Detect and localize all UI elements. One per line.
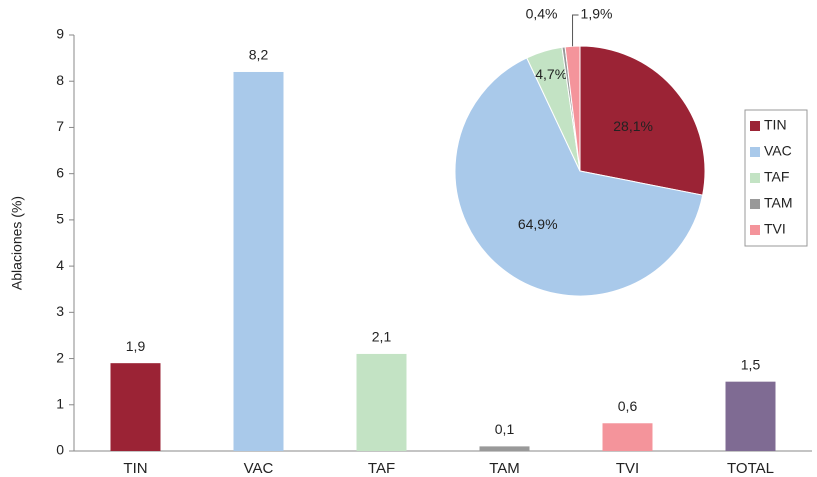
legend-label: VAC [764,143,792,159]
y-tick-label: 1 [56,395,64,411]
value-label: 2,1 [372,329,392,345]
bar [479,446,530,451]
pie-label: 4,7% [535,66,567,82]
legend-swatch [750,121,760,131]
x-tick-label: TAM [489,460,520,477]
pie-label: 1,9% [581,6,613,22]
pie-slice [579,45,706,196]
pie-label: 0,4% [526,6,558,22]
y-tick-label: 2 [56,349,64,365]
legend-label: TAM [764,195,793,211]
pie-slice [454,57,704,297]
y-tick-label: 6 [56,164,64,180]
y-tick-label: 5 [56,211,64,227]
leader-line [572,14,579,47]
bar [356,353,407,451]
legend-label: TAF [764,169,789,185]
legend-label: TVI [764,221,786,237]
y-tick-label: 3 [56,303,64,319]
y-tick-label: 7 [56,118,64,134]
pie-slice [564,45,581,172]
y-tick-label: 8 [56,72,64,88]
pie-label: 64,9% [518,216,558,232]
pie-label: 28,1% [613,118,653,134]
x-tick-label: TAF [368,460,395,477]
y-axis-label: Ablaciones (%) [9,196,25,290]
x-tick-label: TVI [616,460,639,477]
legend-swatch [750,173,760,183]
x-tick-label: TIN [123,460,147,477]
value-label: 0,6 [618,398,638,414]
value-label: 1,5 [741,356,761,372]
y-tick-label: 0 [56,442,64,458]
bar [725,381,776,451]
legend-swatch [750,225,760,235]
bar [110,363,161,451]
x-tick-label: VAC [244,460,274,477]
legend-swatch [750,199,760,209]
value-label: 8,2 [249,47,269,63]
value-label: 0,1 [495,421,515,437]
legend-label: TIN [764,117,787,133]
y-tick-label: 9 [56,26,64,42]
legend-swatch [750,147,760,157]
x-tick-label: TOTAL [727,460,774,477]
y-tick-label: 4 [56,257,64,273]
value-label: 1,9 [126,338,146,354]
bar [233,71,284,451]
bar [602,423,653,451]
